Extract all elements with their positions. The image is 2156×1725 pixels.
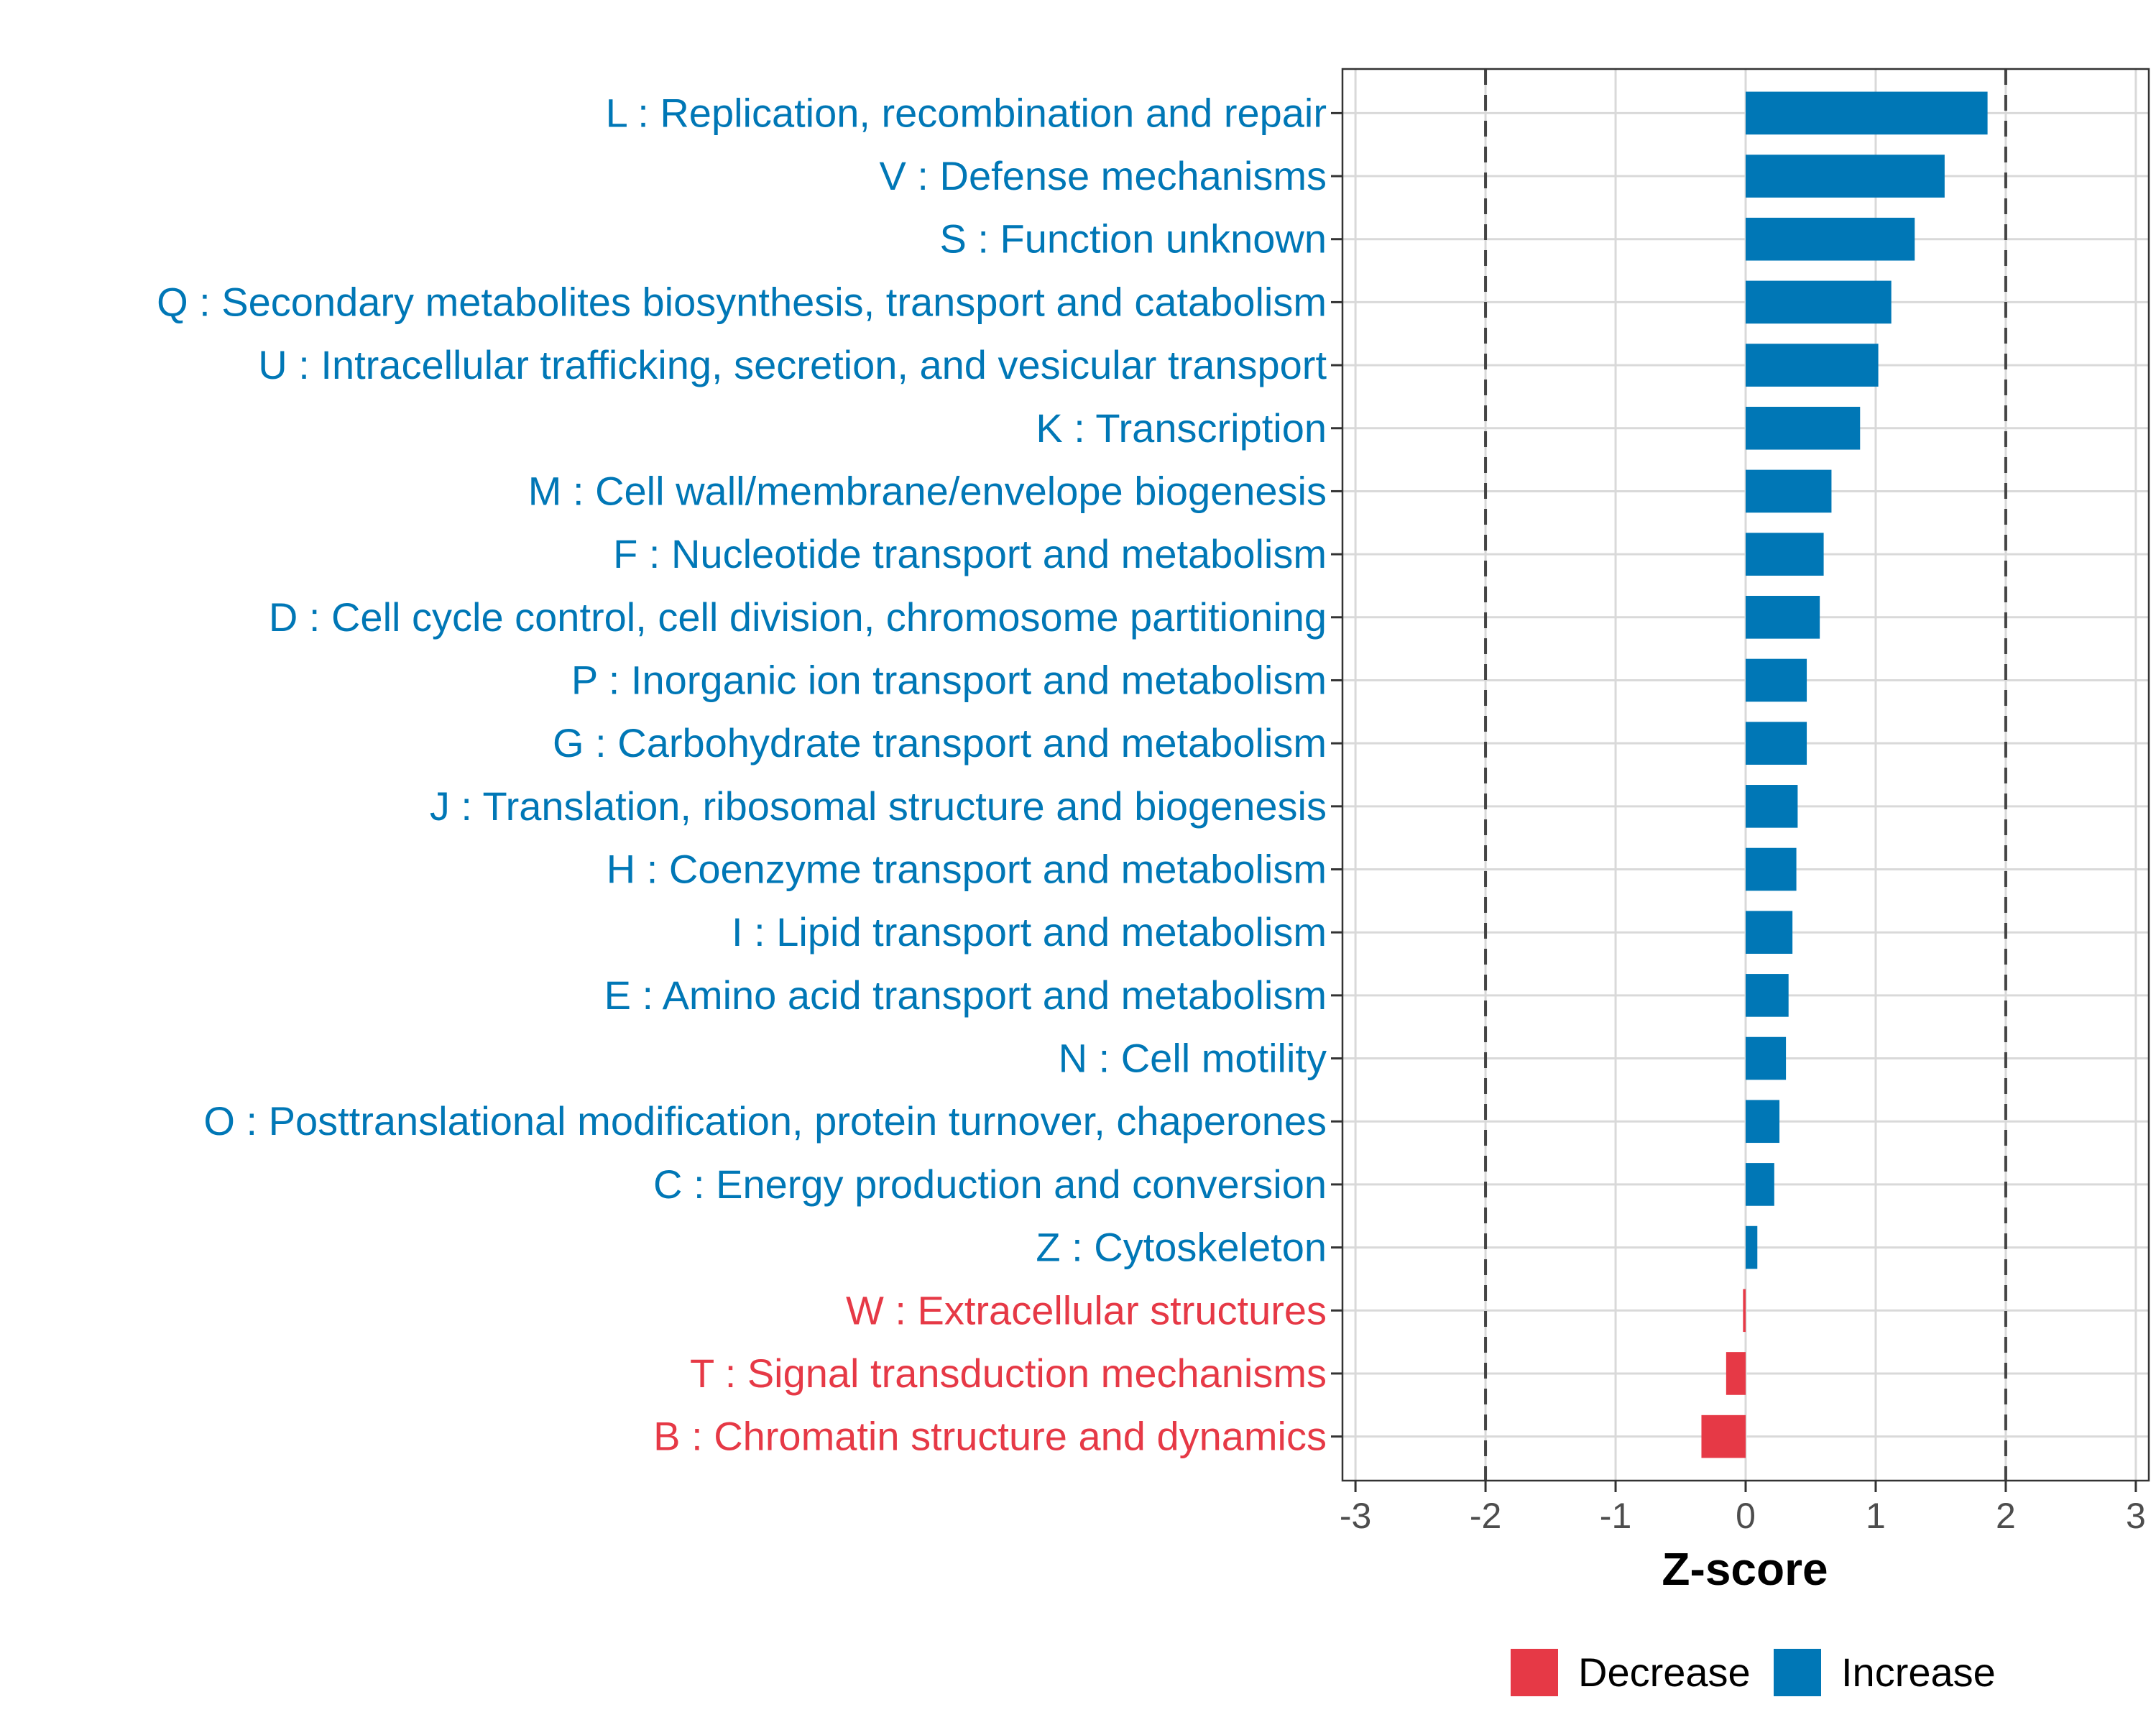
legend-label-decrease: Decrease [1578, 1650, 1751, 1695]
x-tick-label: -3 [1340, 1496, 1371, 1536]
bar [1746, 1225, 1758, 1269]
category-label: B : Chromatin structure and dynamics [653, 1414, 1327, 1459]
category-label: C : Energy production and conversion [653, 1162, 1327, 1207]
legend-swatch-decrease [1511, 1649, 1558, 1696]
bar [1701, 1414, 1746, 1458]
category-label: T : Signal transduction mechanisms [690, 1351, 1327, 1396]
x-tick-label: 2 [1996, 1496, 2016, 1536]
x-tick-label: -1 [1600, 1496, 1631, 1536]
category-label: N : Cell motility [1059, 1036, 1327, 1081]
bar [1746, 217, 1915, 261]
category-label: M : Cell wall/membrane/envelope biogenes… [528, 468, 1327, 513]
category-label: G : Carbohydrate transport and metabolis… [553, 720, 1327, 765]
legend-label-increase: Increase [1841, 1650, 1996, 1695]
bar [1746, 595, 1820, 639]
bar [1746, 847, 1797, 891]
category-label: F : Nucleotide transport and metabolism [613, 531, 1327, 576]
category-label: K : Transcription [1036, 405, 1327, 451]
category-label: V : Defense mechanisms [880, 153, 1327, 198]
y-axis-ticks [1331, 111, 1342, 1438]
bar [1746, 91, 1988, 135]
category-label: U : Intracellular trafficking, secretion… [258, 342, 1327, 387]
category-label: O : Posttranslational modification, prot… [203, 1098, 1327, 1144]
bar [1746, 1100, 1780, 1144]
bar [1743, 1289, 1746, 1333]
bar [1746, 155, 1945, 198]
bar [1746, 911, 1793, 954]
x-tick-label: 3 [2126, 1496, 2146, 1536]
x-axis-ticks: -3 -2 -1 0 1 2 3 [1340, 1481, 2146, 1536]
category-label: Z : Cytoskeleton [1036, 1225, 1327, 1270]
bars [1701, 91, 1988, 1458]
reference-lines [1484, 69, 2007, 1481]
bar [1746, 974, 1789, 1017]
category-label: W : Extracellular structures [846, 1287, 1327, 1333]
bar [1746, 280, 1892, 324]
legend: Decrease Increase [1511, 1649, 1996, 1696]
x-axis-title: Z-score [1662, 1543, 1828, 1595]
category-label: J : Translation, ribosomal structure and… [430, 783, 1327, 829]
category-label: H : Coenzyme transport and metabolism [607, 847, 1327, 892]
category-label: P : Inorganic ion transport and metaboli… [571, 657, 1327, 702]
bar [1746, 1163, 1774, 1206]
y-axis-category-labels: L : Replication, recombination and repai… [157, 90, 1327, 1458]
category-label: I : Lipid transport and metabolism [732, 909, 1327, 954]
bar [1746, 344, 1879, 387]
bar [1746, 406, 1861, 450]
category-label: Q : Secondary metabolites biosynthesis, … [157, 279, 1327, 324]
bar [1746, 722, 1807, 765]
category-label: D : Cell cycle control, cell division, c… [269, 594, 1327, 640]
x-tick-label: 1 [1866, 1496, 1886, 1536]
bar [1746, 469, 1832, 513]
bar [1746, 658, 1807, 702]
x-tick-label: -2 [1470, 1496, 1501, 1536]
bar [1746, 785, 1798, 828]
category-label: S : Function unknown [939, 216, 1327, 262]
legend-swatch-increase [1774, 1649, 1821, 1696]
x-tick-label: 0 [1736, 1496, 1756, 1536]
bar [1726, 1352, 1746, 1395]
category-label: E : Amino acid transport and metabolism [604, 972, 1327, 1018]
bar [1746, 533, 1824, 576]
category-label: L : Replication, recombination and repai… [606, 90, 1327, 135]
bar [1746, 1036, 1787, 1080]
